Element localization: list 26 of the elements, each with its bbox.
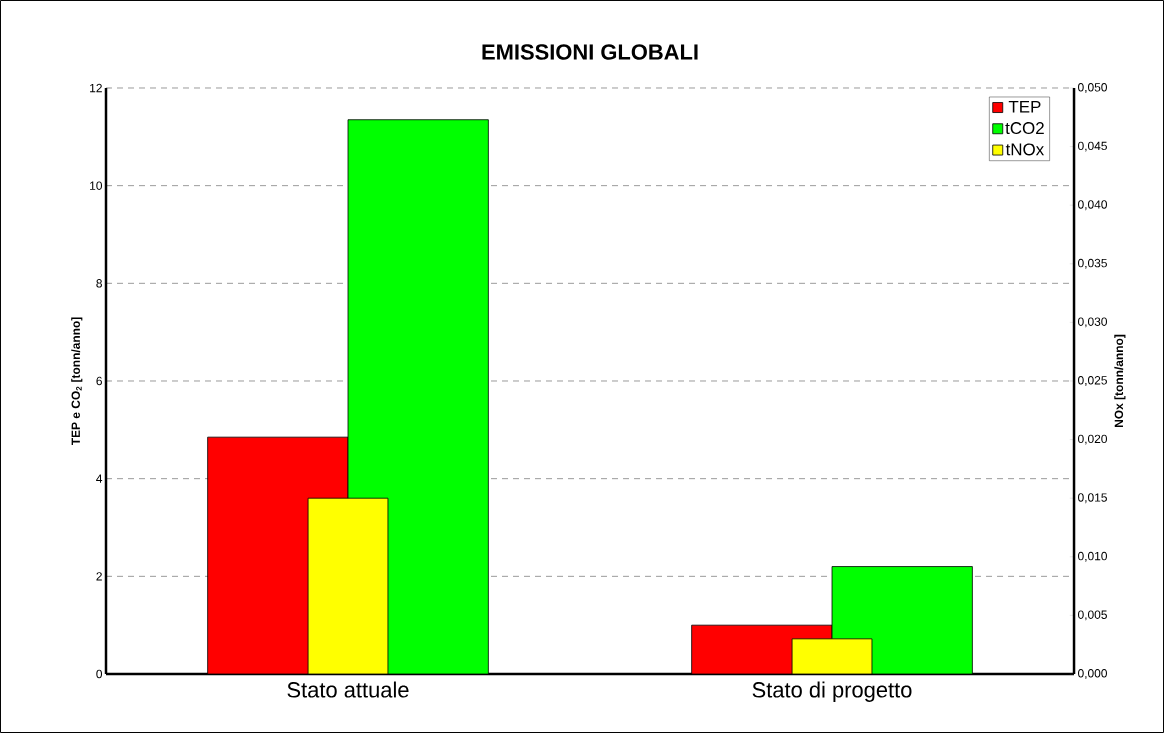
y-tick-label: 6 xyxy=(96,376,102,386)
y-tick-label: 4 xyxy=(96,474,103,483)
y2-axis-title: NOx [tonn/anno] xyxy=(1114,334,1126,428)
y2-tick-label: 0,040 xyxy=(1078,200,1107,211)
y2-tick-label: 0,050 xyxy=(1078,83,1107,93)
y2-tick-label: 0,035 xyxy=(1078,258,1107,269)
y2-tick-label: 0,010 xyxy=(1078,551,1107,562)
y-tick-label: 0 xyxy=(96,669,103,679)
legend-label: tCO2 xyxy=(1005,122,1044,135)
x-tick-label: Stato attuale xyxy=(287,681,409,698)
y2-tick-label: 0,015 xyxy=(1078,493,1107,504)
y-tick-label: 2 xyxy=(96,572,102,581)
x-tick-label: Stato di progetto xyxy=(752,681,912,702)
legend-label: tNOx xyxy=(1005,143,1044,156)
y-tick-label: 10 xyxy=(90,181,103,190)
y-axis-title: TEP e CO$_{2}$ [tonn/anno] xyxy=(71,317,83,446)
y2-tick-label: 0,030 xyxy=(1078,317,1107,328)
y2-tick-label: 0,045 xyxy=(1078,141,1107,152)
y2-tick-label: 0,000 xyxy=(1078,669,1107,679)
y-tick-label: 12 xyxy=(90,83,102,93)
y-tick-label: 8 xyxy=(96,279,102,288)
y2-tick-label: 0,025 xyxy=(1078,376,1107,386)
y2-tick-label: 0,005 xyxy=(1078,610,1107,621)
legend-label: TEP xyxy=(1008,100,1041,113)
y2-tick-label: 0,020 xyxy=(1078,434,1107,445)
chart-title: EMISSIONI GLOBALI xyxy=(482,44,698,60)
